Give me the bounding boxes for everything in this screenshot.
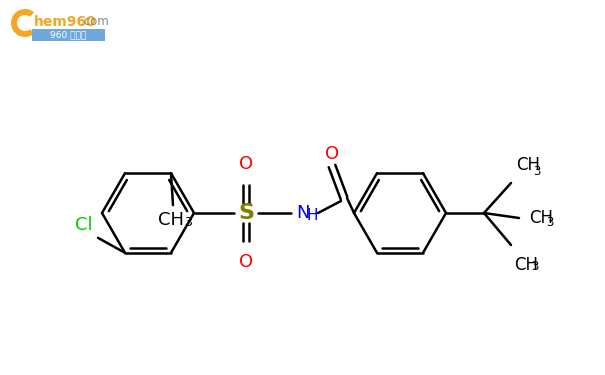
FancyBboxPatch shape [32, 29, 105, 41]
Text: CH: CH [158, 211, 184, 229]
Text: O: O [325, 145, 339, 163]
Text: 3: 3 [533, 165, 540, 178]
Text: Cl: Cl [76, 216, 93, 234]
Text: CH: CH [529, 209, 553, 227]
Text: 960 化工网: 960 化工网 [50, 30, 86, 39]
Text: 3: 3 [184, 216, 192, 229]
Text: O: O [239, 253, 253, 271]
Text: S: S [238, 203, 254, 223]
Wedge shape [11, 9, 34, 37]
Text: CH: CH [516, 156, 540, 174]
Text: CH: CH [514, 256, 538, 274]
Text: hem960: hem960 [34, 15, 97, 29]
Text: .com: .com [81, 15, 110, 28]
Text: N: N [296, 204, 310, 222]
Text: H: H [306, 209, 318, 224]
Text: O: O [239, 155, 253, 173]
Text: 3: 3 [546, 216, 554, 228]
Text: 3: 3 [531, 260, 538, 273]
